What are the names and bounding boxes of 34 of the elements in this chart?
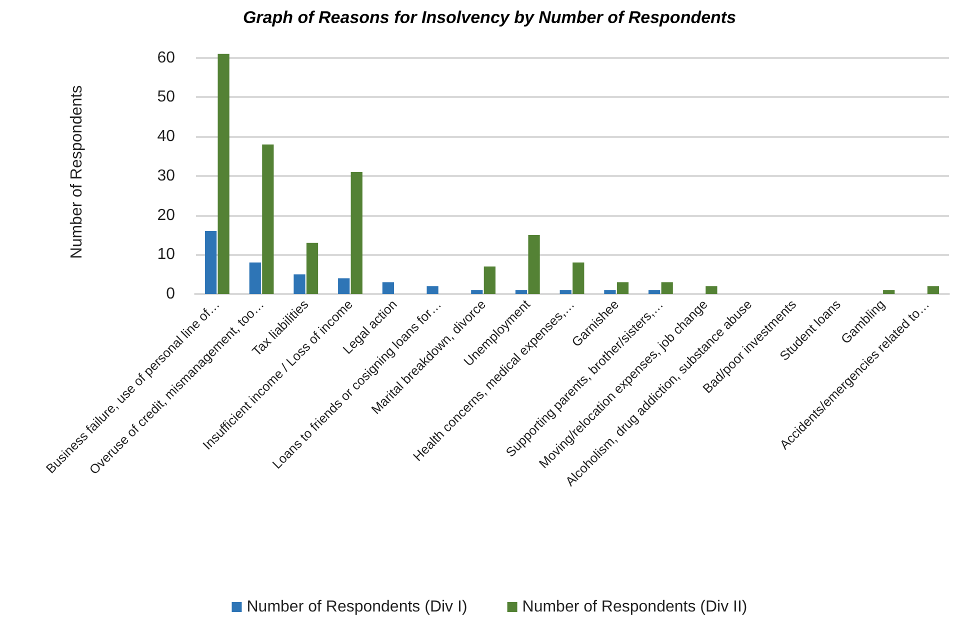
bar <box>294 274 306 294</box>
bar <box>262 144 274 294</box>
bar <box>218 54 230 294</box>
bar <box>338 278 350 294</box>
y-tick-label: 50 <box>157 88 176 106</box>
y-tick-label: 60 <box>157 49 176 66</box>
bar <box>350 172 362 294</box>
y-tick-label: 20 <box>157 206 176 224</box>
bar <box>604 290 616 294</box>
bar <box>249 262 261 294</box>
bar <box>382 282 394 294</box>
bar <box>306 242 318 294</box>
bar <box>528 234 540 294</box>
bar <box>204 231 217 294</box>
bar <box>661 282 673 294</box>
bar <box>484 266 496 294</box>
y-tick-label: 30 <box>157 167 176 184</box>
bar <box>706 286 718 294</box>
bar <box>560 290 572 294</box>
y-tick-label: 40 <box>157 128 176 146</box>
y-tick-label: 0 <box>166 286 176 302</box>
y-axis-title: Number of Respondents <box>68 85 86 259</box>
bar <box>616 282 629 294</box>
bar <box>927 286 940 294</box>
bar <box>648 290 660 294</box>
bar <box>883 290 895 294</box>
chart-title: Graph of Reasons for Insolvency by Number of Respondents <box>242 8 736 27</box>
y-tick-label: 10 <box>157 246 176 264</box>
legend-label: Number of Respondents (Div I) <box>246 598 468 616</box>
bar <box>515 290 528 294</box>
bar <box>572 262 584 294</box>
legend-label: Number of Respondents (Div II) <box>522 598 748 616</box>
bar <box>471 290 483 294</box>
bar <box>426 286 438 294</box>
